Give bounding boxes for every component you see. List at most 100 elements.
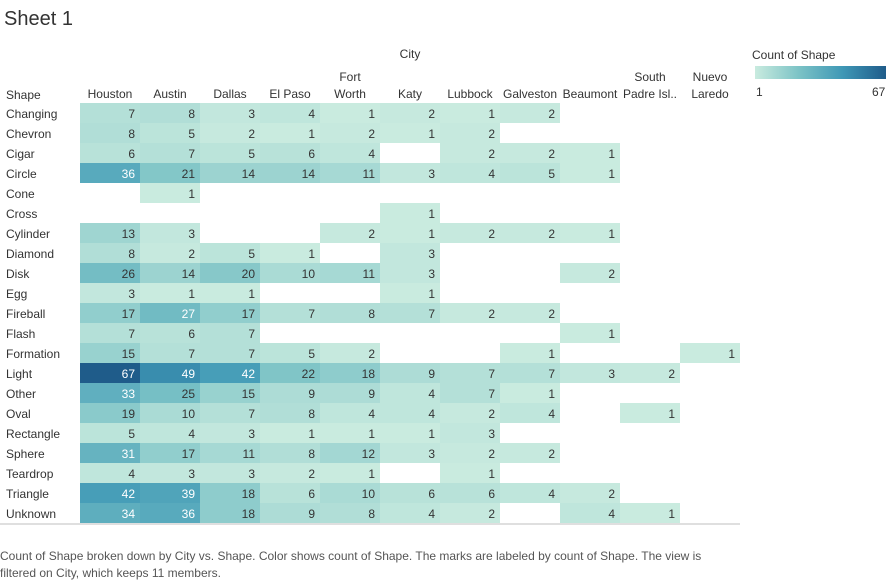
row-label-20: Unknown	[6, 507, 56, 521]
heatmap-cell	[80, 163, 140, 183]
cell-value-label: 36	[122, 167, 136, 181]
heatmap-cell	[140, 503, 200, 523]
column-header-4-line-1: Worth	[334, 87, 366, 101]
heatmap-cell	[80, 103, 140, 123]
cell-value-label: 20	[242, 267, 256, 281]
heatmap-cell	[320, 343, 380, 363]
legend-max-label: 67	[872, 85, 886, 99]
heatmap-cell	[320, 103, 380, 123]
heatmap-cell	[500, 223, 560, 243]
cell-value-label: 4	[428, 387, 435, 401]
row-label-9: Egg	[6, 287, 27, 301]
heatmap-cell	[140, 423, 200, 443]
cell-value-label: 2	[488, 147, 495, 161]
heatmap-cell	[440, 303, 500, 323]
heatmap-cell	[320, 223, 380, 243]
heatmap-cell	[260, 123, 320, 143]
cell-value-label: 2	[548, 307, 555, 321]
cell-value-label: 36	[182, 507, 196, 521]
cell-value-label: 2	[368, 227, 375, 241]
row-label-3: Circle	[6, 167, 37, 181]
cell-value-label: 10	[302, 267, 316, 281]
column-header-9-line-0: South	[634, 70, 665, 84]
heatmap-cell	[380, 483, 440, 503]
heatmap-cell	[140, 163, 200, 183]
heatmap-cell	[380, 203, 440, 223]
cell-value-label: 67	[122, 367, 136, 381]
cell-value-label: 1	[608, 327, 615, 341]
cell-value-label: 4	[308, 107, 315, 121]
cell-value-label: 1	[428, 287, 435, 301]
heatmap-cell	[200, 163, 260, 183]
heatmap-cell	[80, 223, 140, 243]
cell-value-label: 1	[488, 467, 495, 481]
cell-value-label: 14	[182, 267, 196, 281]
cell-value-label: 5	[308, 347, 315, 361]
column-header-4-line-0: Fort	[339, 70, 361, 84]
row-label-6: Cylinder	[6, 227, 50, 241]
cell-value-label: 14	[242, 167, 256, 181]
heatmap-cell	[80, 323, 140, 343]
cell-value-label: 2	[488, 227, 495, 241]
cell-value-label: 6	[308, 147, 315, 161]
row-label-16: Rectangle	[6, 427, 60, 441]
heatmap-cell	[260, 483, 320, 503]
cell-value-label: 2	[368, 127, 375, 141]
heatmap-cell	[440, 463, 500, 483]
cell-value-label: 11	[363, 167, 376, 181]
heatmap-cell	[440, 383, 500, 403]
cell-value-label: 34	[122, 507, 136, 521]
cell-value-label: 1	[548, 387, 555, 401]
cell-value-label: 2	[668, 367, 675, 381]
cell-value-label: 4	[428, 507, 435, 521]
heatmap-cell	[320, 263, 380, 283]
heatmap-cell	[140, 103, 200, 123]
column-header-7: Galveston	[503, 87, 557, 101]
cell-value-label: 1	[548, 347, 555, 361]
cell-value-label: 1	[368, 107, 375, 121]
heatmap-cell	[500, 483, 560, 503]
heatmap-cell	[200, 343, 260, 363]
cell-value-label: 1	[428, 127, 435, 141]
heatmap-cell	[620, 363, 680, 383]
heatmap-cell	[440, 123, 500, 143]
heatmap-cell	[80, 243, 140, 263]
cell-value-label: 11	[243, 447, 256, 461]
cell-value-label: 6	[128, 147, 135, 161]
cell-value-label: 3	[248, 467, 255, 481]
heatmap-cell	[200, 143, 260, 163]
cell-value-label: 8	[128, 127, 135, 141]
cell-value-label: 2	[548, 227, 555, 241]
heatmap-cell	[80, 283, 140, 303]
row-label-11: Flash	[6, 327, 35, 341]
heatmap-cell	[500, 103, 560, 123]
heatmap-cell	[140, 143, 200, 163]
cell-value-label: 1	[248, 287, 255, 301]
cell-value-label: 2	[368, 347, 375, 361]
heatmap-cell	[560, 503, 620, 523]
cell-value-label: 7	[488, 387, 495, 401]
heatmap-cell	[560, 323, 620, 343]
heatmap-cell	[320, 443, 380, 463]
row-label-10: Fireball	[6, 307, 45, 321]
cell-value-label: 2	[488, 447, 495, 461]
heatmap-cell	[440, 363, 500, 383]
heatmap-cell	[80, 303, 140, 323]
cell-value-label: 2	[188, 247, 195, 261]
heatmap-cell	[260, 303, 320, 323]
cell-value-label: 4	[368, 407, 375, 421]
legend-color-ramp	[755, 66, 886, 79]
heatmap-cell	[560, 263, 620, 283]
heatmap-cell	[80, 423, 140, 443]
cell-value-label: 7	[188, 347, 195, 361]
heatmap-cell	[200, 263, 260, 283]
cell-value-label: 10	[362, 487, 376, 501]
cell-value-label: 1	[488, 107, 495, 121]
row-label-19: Triangle	[6, 487, 49, 501]
cell-value-label: 10	[182, 407, 196, 421]
column-header-10-line-0: Nuevo	[693, 70, 728, 84]
cell-value-label: 1	[428, 427, 435, 441]
heatmap-cell	[380, 443, 440, 463]
heatmap-cell	[200, 283, 260, 303]
cell-value-label: 27	[182, 307, 196, 321]
